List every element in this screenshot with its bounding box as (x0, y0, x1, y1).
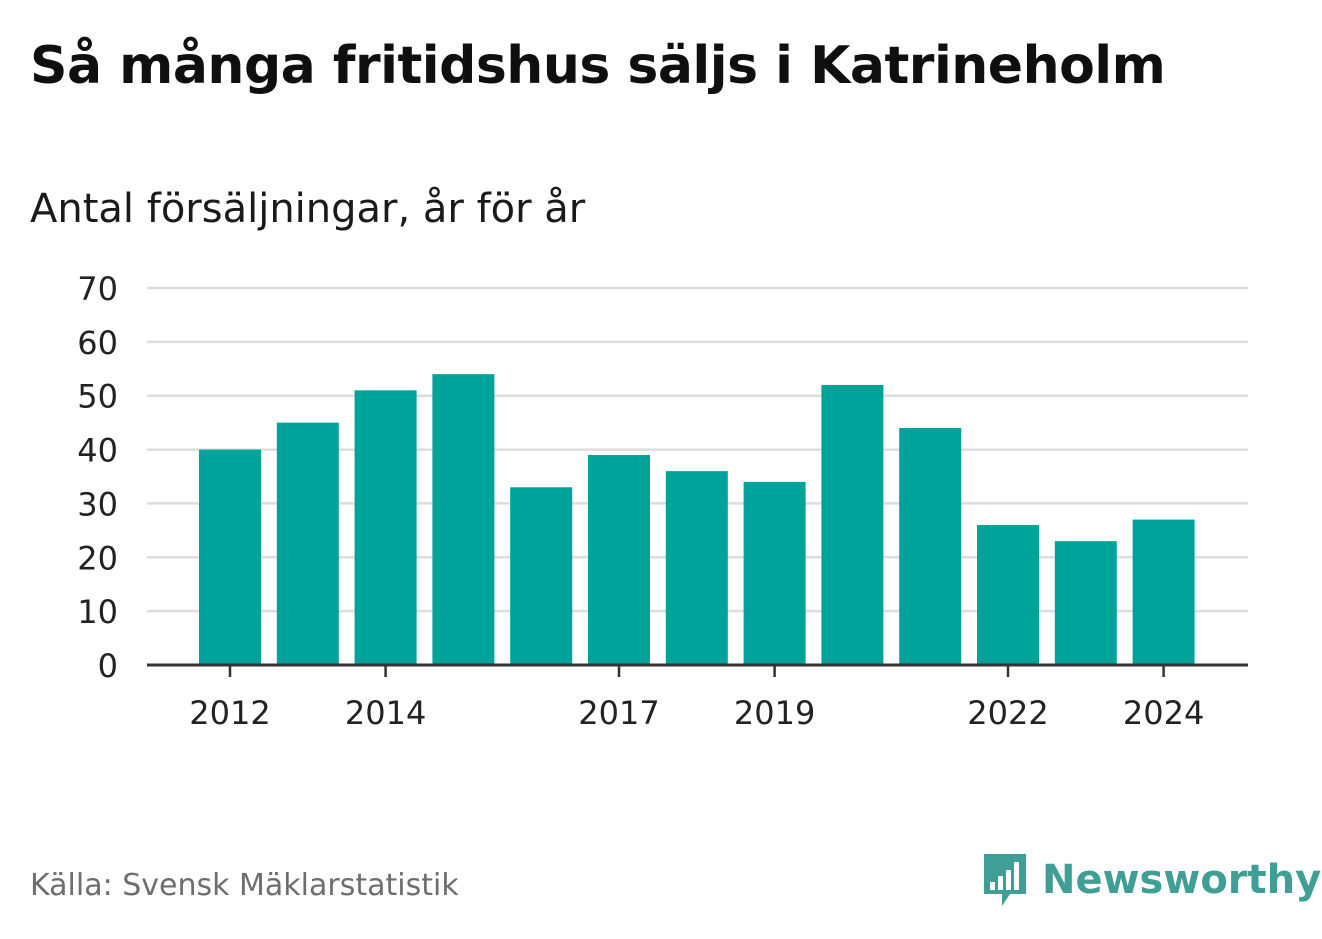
y-tick-label: 0 (98, 647, 118, 685)
bar-2023 (1054, 541, 1117, 665)
x-tick-label: 2019 (734, 694, 815, 732)
chart-title: Så många fritidshus säljs i Katrineholm (30, 36, 1166, 96)
bar-2021 (899, 428, 962, 665)
y-tick-label: 10 (77, 593, 118, 631)
bar-2015 (432, 374, 495, 665)
bar-2020 (821, 384, 884, 665)
y-tick-label: 30 (77, 485, 118, 523)
x-tick-label: 2022 (967, 694, 1048, 732)
x-axis-tick-labels: 2012 2014 2017 2019 2022 2024 (189, 694, 1204, 732)
x-tick-label: 2014 (345, 694, 426, 732)
y-tick-label: 70 (77, 270, 118, 308)
x-tick-label: 2017 (578, 694, 659, 732)
bar-2024 (1132, 519, 1195, 665)
bar-chart-speech-bubble-icon (984, 854, 1026, 906)
bar-2016 (510, 487, 573, 665)
bar-2018 (665, 471, 728, 665)
source-note: Källa: Svensk Mäklarstatistik (30, 868, 459, 903)
bar-2012 (199, 449, 261, 665)
y-tick-label: 60 (77, 324, 118, 362)
brand-logo: Newsworthy (980, 850, 1321, 910)
x-tick-label: 2012 (189, 694, 270, 732)
y-tick-label: 40 (77, 432, 118, 470)
x-tick-label: 2024 (1123, 694, 1204, 732)
bar-2019 (743, 481, 806, 665)
y-tick-label: 50 (77, 378, 118, 416)
bar-2022 (977, 524, 1039, 665)
bars (199, 374, 1195, 665)
bar-chart: 0 10 20 30 40 50 60 70 2012 2014 2017 2019 2022 2024 (77, 270, 1248, 732)
y-tick-label: 20 (77, 539, 118, 577)
brand-name: Newsworthy (1042, 857, 1322, 903)
x-axis (147, 663, 1248, 677)
chart-subtitle: Antal försäljningar, år för år (30, 186, 586, 232)
bar-2017 (588, 454, 650, 665)
bar-2013 (276, 422, 339, 665)
bar-2014 (354, 390, 417, 665)
y-axis-tick-labels: 0 10 20 30 40 50 60 70 (77, 270, 118, 685)
